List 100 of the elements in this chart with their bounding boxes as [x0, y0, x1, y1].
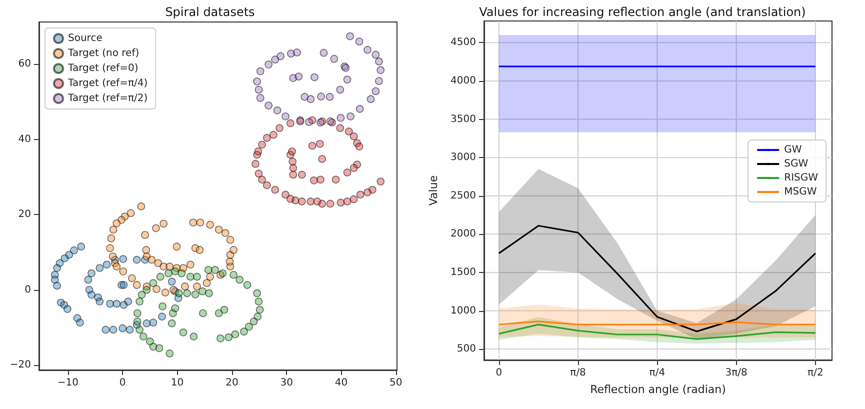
point	[240, 328, 248, 336]
point	[343, 198, 352, 206]
point	[326, 200, 334, 208]
point	[372, 50, 380, 59]
point	[118, 216, 126, 224]
point	[288, 158, 297, 166]
point	[276, 124, 284, 132]
point	[310, 73, 318, 82]
point	[142, 286, 151, 294]
point	[298, 198, 306, 206]
point	[106, 300, 114, 308]
point	[109, 226, 118, 234]
point	[263, 134, 271, 142]
point	[84, 276, 92, 284]
legend-label: Target (ref=π/2)	[67, 93, 148, 104]
point	[206, 220, 214, 229]
point	[276, 52, 284, 60]
point	[318, 155, 326, 163]
point	[196, 218, 204, 226]
point	[118, 324, 127, 332]
x-tick-label: 40	[334, 378, 348, 388]
point	[252, 160, 260, 168]
y-tick-label: 2000	[450, 228, 476, 240]
point	[119, 268, 128, 276]
point	[317, 92, 325, 100]
point	[250, 318, 258, 326]
point	[305, 118, 313, 126]
point	[336, 124, 344, 132]
point	[102, 260, 111, 269]
point	[76, 318, 84, 326]
x-tick-label: 3π/8	[725, 368, 748, 378]
point	[332, 176, 340, 184]
point	[112, 300, 121, 308]
point	[282, 112, 290, 120]
point	[230, 270, 238, 279]
point	[230, 246, 238, 254]
legend-label: Source	[68, 33, 102, 44]
point	[350, 132, 358, 140]
y-tick-label: 60	[18, 58, 31, 70]
legend-label: Target (no ref)	[67, 48, 140, 59]
point	[205, 289, 213, 298]
point	[126, 209, 135, 218]
y-tick-label: 0	[24, 284, 31, 296]
legend-label: Target (ref=π/4)	[67, 78, 148, 89]
point	[171, 304, 179, 312]
point	[372, 87, 380, 96]
x-tick-label: 20	[226, 378, 238, 388]
chart-title: Values for increasing reflection angle (and translation)	[479, 5, 806, 19]
point	[193, 282, 201, 290]
point	[158, 312, 166, 320]
point	[375, 77, 383, 85]
point	[286, 119, 294, 128]
x-tick-label: −10	[57, 378, 79, 388]
point	[320, 48, 328, 57]
point	[149, 279, 158, 287]
point	[336, 198, 345, 206]
legend-label: RISGW	[784, 172, 818, 184]
point	[366, 95, 375, 104]
point	[175, 289, 183, 298]
point	[196, 246, 204, 254]
point	[316, 176, 324, 184]
y-tick-label: 3500	[450, 114, 476, 125]
point	[148, 256, 156, 264]
point	[152, 224, 160, 232]
point	[254, 312, 262, 320]
point	[264, 60, 272, 68]
point	[270, 130, 278, 139]
point	[128, 274, 136, 282]
point	[313, 198, 322, 206]
point	[204, 266, 212, 274]
point	[336, 86, 344, 94]
point	[172, 242, 181, 250]
point	[253, 289, 261, 298]
point	[244, 322, 253, 331]
point	[226, 236, 234, 244]
point	[289, 170, 298, 179]
point	[364, 188, 372, 196]
point	[343, 168, 352, 176]
point	[112, 262, 121, 270]
point	[64, 305, 72, 313]
point	[253, 78, 261, 86]
point	[202, 279, 211, 287]
point	[50, 276, 59, 284]
point	[350, 164, 358, 172]
point	[256, 67, 264, 76]
point	[136, 326, 144, 334]
point	[198, 287, 206, 296]
point	[221, 229, 230, 237]
point	[258, 176, 266, 184]
y-tick-label: 4000	[450, 75, 476, 86]
point	[160, 220, 168, 228]
point	[346, 112, 354, 120]
point	[168, 278, 176, 286]
point	[271, 186, 280, 194]
point	[224, 333, 233, 342]
y-tick-label: 3000	[450, 152, 476, 164]
point	[355, 38, 364, 46]
point	[293, 48, 301, 56]
point	[88, 290, 96, 299]
point	[231, 330, 240, 338]
